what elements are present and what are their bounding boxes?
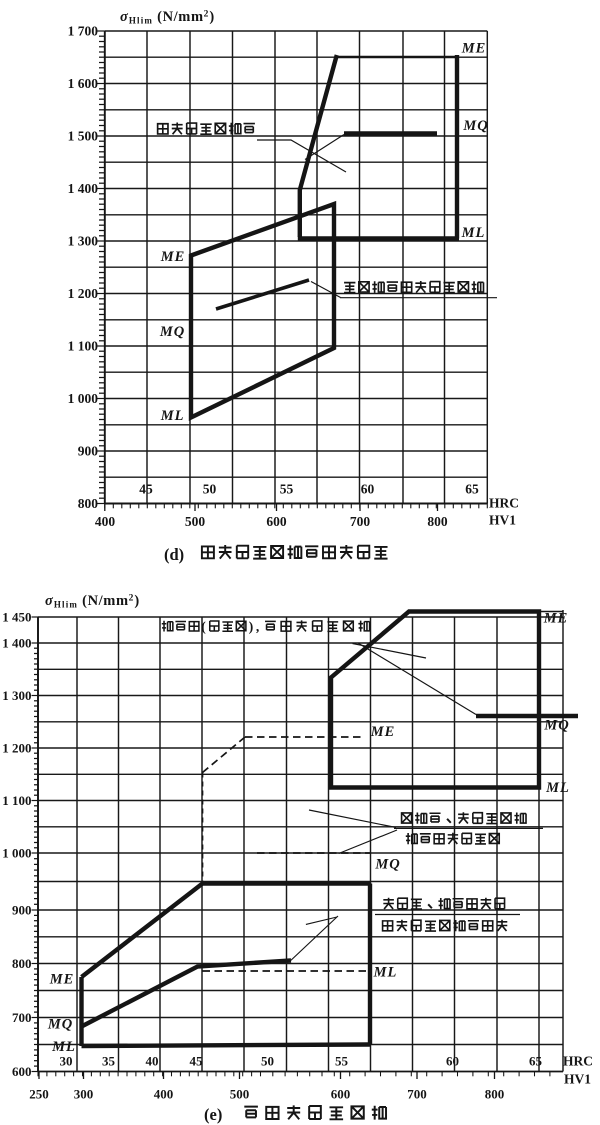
svg-text:σHlim(N/mm2): σHlim (N/mm2) [45,593,139,610]
svg-text:ME: ME [370,724,396,740]
svg-text:500: 500 [185,514,206,529]
svg-text:ML: ML [373,965,398,981]
svg-text:45: 45 [190,1054,204,1069]
svg-text:1 200: 1 200 [2,740,31,755]
svg-text:ME: ME [160,249,186,265]
svg-text:ME: ME [543,611,569,627]
svg-text:1 400: 1 400 [2,635,31,650]
svg-text:40: 40 [146,1054,159,1069]
svg-text:(e): (e) [204,1105,222,1124]
svg-text:60: 60 [361,482,375,497]
svg-text:800: 800 [78,496,99,511]
svg-text:1 100: 1 100 [68,338,99,353]
svg-text:1 000: 1 000 [68,391,99,406]
svg-text:55: 55 [335,1054,349,1069]
svg-text:HV1: HV1 [564,1072,591,1087]
svg-text:30: 30 [60,1054,73,1069]
svg-text:MQ: MQ [47,1017,73,1033]
svg-text:400: 400 [154,1087,174,1102]
svg-text:35: 35 [102,1054,116,1069]
svg-text:ME: ME [49,972,75,988]
svg-text:50: 50 [203,482,217,497]
svg-text:700: 700 [407,1087,427,1102]
svg-text:65: 65 [465,482,479,497]
svg-text:600: 600 [266,514,287,529]
svg-text:ML: ML [51,1039,76,1055]
svg-text:HV1: HV1 [489,513,516,528]
svg-text:1 000: 1 000 [2,845,31,860]
svg-text:600: 600 [12,1064,32,1079]
svg-text:ME: ME [461,41,487,57]
svg-text:800: 800 [12,956,32,971]
svg-text:ML: ML [160,408,185,424]
svg-text:700: 700 [350,514,371,529]
svg-text:(d): (d) [164,545,184,564]
svg-text:50: 50 [261,1054,274,1069]
svg-text:800: 800 [485,1087,505,1102]
svg-text:HRC: HRC [563,1054,593,1069]
svg-text:MQ: MQ [462,118,488,134]
svg-text:55: 55 [280,482,294,497]
svg-text:): ) [249,619,254,634]
svg-text:60: 60 [446,1054,459,1069]
svg-text:1 300: 1 300 [2,688,31,703]
svg-text:σHlim(N/mm2): σHlim (N/mm2) [120,9,214,26]
svg-text:1 500: 1 500 [68,128,99,143]
svg-text:400: 400 [95,514,116,529]
svg-text:900: 900 [78,443,99,458]
svg-text:600: 600 [331,1087,351,1102]
svg-text:(: ( [201,619,206,634]
svg-text:MQ: MQ [374,857,400,873]
svg-text:700: 700 [12,1010,32,1025]
svg-text:1 300: 1 300 [68,233,99,248]
svg-text:500: 500 [230,1087,250,1102]
svg-text:1 600: 1 600 [68,76,99,91]
svg-text:1 700: 1 700 [68,23,99,38]
svg-text:ML: ML [545,780,570,796]
svg-text:MQ: MQ [159,324,185,340]
svg-text:1 200: 1 200 [68,286,99,301]
svg-text:45: 45 [139,482,153,497]
svg-text:1 100: 1 100 [2,793,31,808]
svg-text:,: , [256,619,259,634]
svg-text:HRC: HRC [489,496,519,511]
svg-text:300: 300 [74,1087,94,1102]
svg-text:250: 250 [29,1087,49,1102]
svg-text:MQ: MQ [543,718,569,734]
svg-text:800: 800 [427,514,448,529]
svg-text:65: 65 [529,1054,543,1069]
svg-text:1 400: 1 400 [68,181,99,196]
svg-text:ML: ML [461,225,486,241]
svg-text:900: 900 [12,902,32,917]
svg-text:1 450: 1 450 [2,609,31,624]
